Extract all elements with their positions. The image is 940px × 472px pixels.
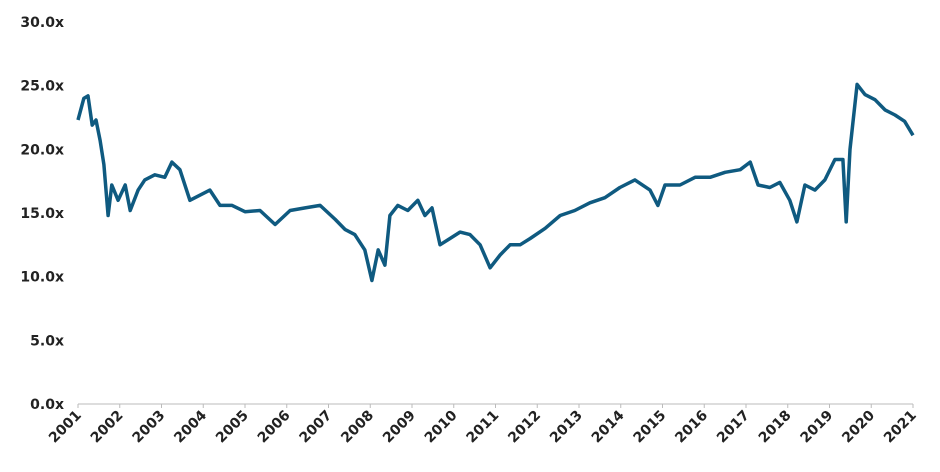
x-tick-label: 2004 (171, 407, 210, 446)
y-tick-label: 0.0x (30, 397, 64, 413)
x-tick-label: 2020 (839, 407, 878, 446)
x-tick-label: 2012 (505, 408, 544, 447)
x-tick-label: 2019 (797, 408, 836, 447)
x-tick-label: 2021 (881, 408, 920, 447)
y-tick-label: 10.0x (20, 270, 64, 286)
y-tick-label: 15.0x (20, 206, 64, 222)
x-tick-label: 2001 (46, 408, 85, 447)
y-tick-label: 25.0x (20, 79, 64, 95)
y-tick-label: 5.0x (30, 333, 64, 349)
y-tick-label: 20.0x (20, 142, 64, 158)
x-tick-label: 2017 (714, 408, 753, 447)
x-tick-label: 2003 (129, 408, 168, 447)
x-tick-label: 2016 (672, 408, 711, 447)
x-tick-label: 2008 (338, 408, 377, 447)
y-tick-label: 30.0x (20, 15, 64, 31)
x-tick-label: 2014 (589, 407, 628, 446)
x-tick-label: 2007 (296, 408, 335, 447)
x-tick-label: 2018 (756, 408, 795, 447)
x-tick-label: 2013 (547, 408, 586, 447)
x-tick-label: 2006 (255, 408, 294, 447)
x-tick-label: 2015 (630, 408, 669, 447)
x-tick-label: 2005 (213, 408, 252, 447)
x-tick-label: 2010 (422, 407, 461, 446)
x-tick-label: 2009 (380, 408, 419, 447)
x-tick-label: 2011 (463, 408, 502, 447)
series-line (76, 82, 915, 283)
x-tick-label: 2002 (88, 408, 127, 447)
